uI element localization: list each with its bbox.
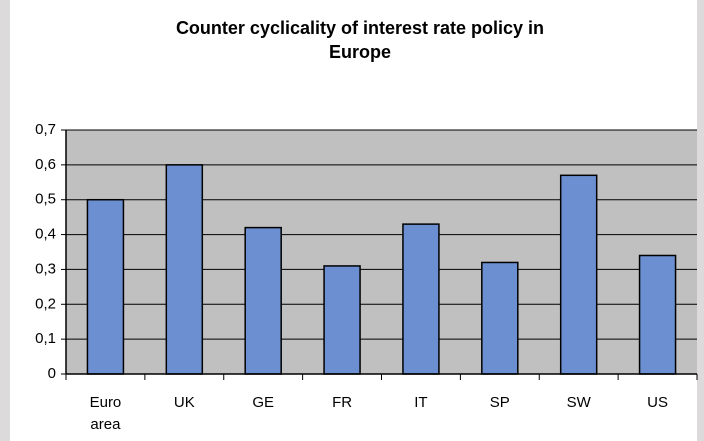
bar <box>402 223 440 375</box>
x-tick-label: US <box>647 394 668 411</box>
chart-title: Counter cyclicality of interest rate pol… <box>175 18 545 62</box>
plot-area <box>66 130 697 374</box>
bar <box>244 226 282 375</box>
bar <box>559 174 598 375</box>
bar <box>481 261 519 375</box>
bar <box>323 265 361 375</box>
y-tick-label: 0 <box>48 365 56 382</box>
y-tick-label: 0,5 <box>35 191 56 208</box>
x-tick-label: Euro area <box>89 394 122 433</box>
x-tick-label: GE <box>252 394 275 411</box>
y-tick-label: 0,3 <box>35 260 56 277</box>
y-tick-label: 0,7 <box>35 121 56 138</box>
x-tick-label: FR <box>332 394 353 411</box>
bar <box>638 254 677 375</box>
x-tick-label: SW <box>566 394 591 411</box>
y-tick-label: 0,2 <box>35 295 56 312</box>
x-tick-label: SP <box>489 394 510 411</box>
x-tick-label: IT <box>414 394 428 411</box>
y-tick-label: 0,4 <box>35 226 56 243</box>
y-tick-label: 0,6 <box>35 156 56 173</box>
bar <box>86 198 125 375</box>
x-tick-label: UK <box>173 394 195 411</box>
y-tick-label: 0,1 <box>35 330 56 347</box>
bar <box>165 164 204 375</box>
